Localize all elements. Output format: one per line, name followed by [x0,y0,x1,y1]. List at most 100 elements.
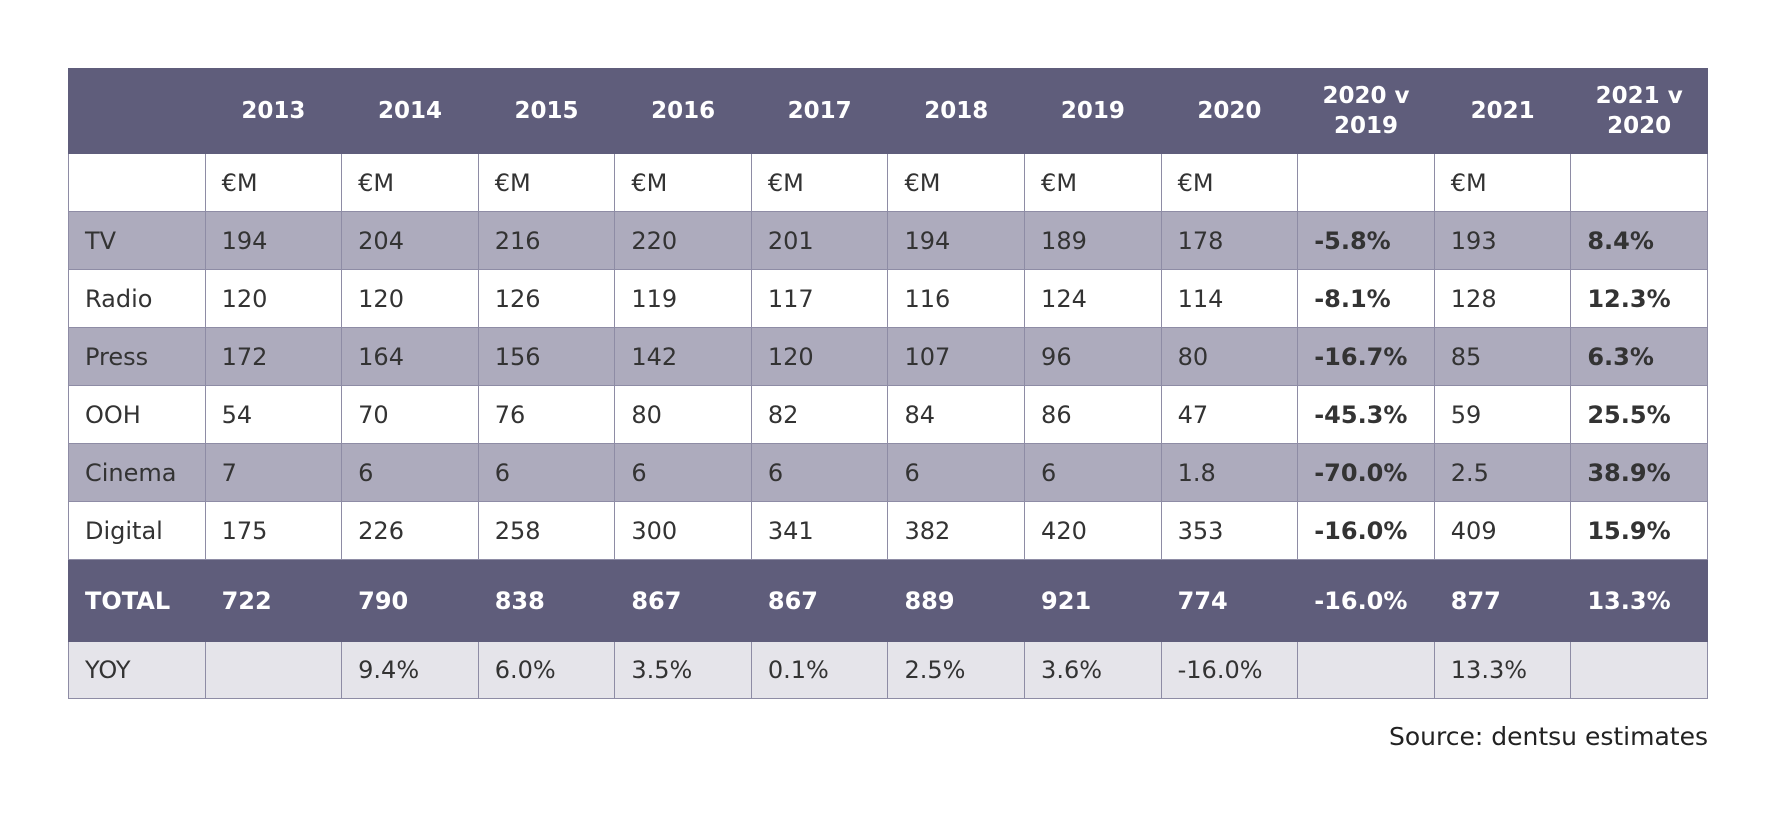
value-cell: 6.3% [1570,327,1708,386]
value-cell: 6.0% [477,641,616,699]
value-cell: 13.3% [1433,641,1572,699]
unit-cell: €M [341,153,479,212]
value-cell: 25.5% [1570,385,1708,444]
row-label: Digital [68,501,206,560]
column-header: 2021 v 2020 [1570,68,1708,154]
value-cell [1570,641,1708,699]
value-cell: 6 [887,443,1026,502]
unit-cell: €M [1024,153,1162,212]
value-cell: 8.4% [1570,211,1708,270]
value-cell: 921 [1024,559,1162,642]
row-label: Cinema [68,443,206,502]
value-cell: -8.1% [1297,269,1435,328]
value-cell: 96 [1024,327,1162,386]
table-row: YOY 9.4% 6.0% 3.5% 0.1% 2.5% 3.6% -16.0% 13.3% [68,641,1708,699]
value-cell: 80 [614,385,752,444]
row-label: Press [68,327,206,386]
table-row: OOH 54 70 76 80 82 84 86 47 -45.3% 59 25.5% [68,385,1708,444]
value-cell: 6 [477,443,616,502]
value-cell: 38.9% [1570,443,1708,502]
value-cell: 120 [341,269,479,328]
value-cell: -16.7% [1297,327,1435,386]
value-cell: 6 [341,443,479,502]
unit-cell: €M [477,153,616,212]
value-cell: 204 [341,211,479,270]
column-header: 2019 [1024,68,1162,154]
value-cell: 6 [750,443,889,502]
value-cell: 124 [1024,269,1162,328]
table-row: Radio 120 120 126 119 117 116 124 114 -8.1% 128 12.… [68,269,1708,328]
value-cell: 341 [750,501,889,560]
value-cell: 3.6% [1024,641,1162,699]
value-cell: 774 [1160,559,1299,642]
column-header: 2013 [204,68,343,154]
value-cell: 120 [204,269,343,328]
unit-cell: €M [204,153,343,212]
value-cell: 409 [1433,501,1572,560]
value-cell: -16.0% [1297,501,1435,560]
value-cell: 114 [1160,269,1299,328]
column-header: 2016 [614,68,752,154]
corner-cell [68,68,206,154]
value-cell: 838 [477,559,616,642]
column-header: 2015 [477,68,616,154]
row-label: TOTAL [68,559,206,642]
value-cell: 59 [1433,385,1572,444]
value-cell: 6 [614,443,752,502]
value-cell: 2.5 [1433,443,1572,502]
column-header: 2017 [750,68,889,154]
value-cell: 175 [204,501,343,560]
value-cell: 7 [204,443,343,502]
value-cell: 722 [204,559,343,642]
row-label: TV [68,211,206,270]
value-cell: 12.3% [1570,269,1708,328]
value-cell: 82 [750,385,889,444]
value-cell: 877 [1433,559,1572,642]
value-cell: 189 [1024,211,1162,270]
value-cell: 13.3% [1570,559,1708,642]
value-cell: 107 [887,327,1026,386]
value-cell: 258 [477,501,616,560]
value-cell: 116 [887,269,1026,328]
value-cell [204,641,343,699]
unit-cell: €M [1160,153,1299,212]
value-cell: 889 [887,559,1026,642]
value-cell: 84 [887,385,1026,444]
value-cell: 382 [887,501,1026,560]
value-cell: 194 [887,211,1026,270]
value-cell: 80 [1160,327,1299,386]
value-cell: 216 [477,211,616,270]
value-cell: 2.5% [887,641,1026,699]
row-label: Radio [68,269,206,328]
value-cell: 193 [1433,211,1572,270]
value-cell [1297,641,1435,699]
value-cell: 164 [341,327,479,386]
column-header: 2021 [1433,68,1572,154]
value-cell: 867 [614,559,752,642]
table-row: TV 194 204 216 220 201 194 189 178 -5.8% 193 8.4% [68,211,1708,270]
table-row: 2013 2014 2015 2016 2017 2018 2019 2020 2020 v 2… [68,68,1708,154]
unit-cell [1297,153,1435,212]
value-cell: 126 [477,269,616,328]
value-cell: 120 [750,327,889,386]
column-header: 2020 v 2019 [1297,68,1435,154]
value-cell: 156 [477,327,616,386]
value-cell: 119 [614,269,752,328]
value-cell: 9.4% [341,641,479,699]
value-cell: 142 [614,327,752,386]
value-cell: 220 [614,211,752,270]
unit-cell: €M [1433,153,1572,212]
value-cell: 226 [341,501,479,560]
table-row: Digital 175 226 258 300 341 382 420 353 -16.0% 409… [68,501,1708,560]
value-cell: 86 [1024,385,1162,444]
data-table: 2013 2014 2015 2016 2017 2018 2019 2020 2020 v 2… [68,68,1708,699]
value-cell: 353 [1160,501,1299,560]
value-cell: 790 [341,559,479,642]
value-cell: -5.8% [1297,211,1435,270]
table-row: €M €M €M €M €M €M €M €M €M [68,153,1708,212]
value-cell: 128 [1433,269,1572,328]
value-cell: -16.0% [1297,559,1435,642]
value-cell: 172 [204,327,343,386]
value-cell: 867 [750,559,889,642]
